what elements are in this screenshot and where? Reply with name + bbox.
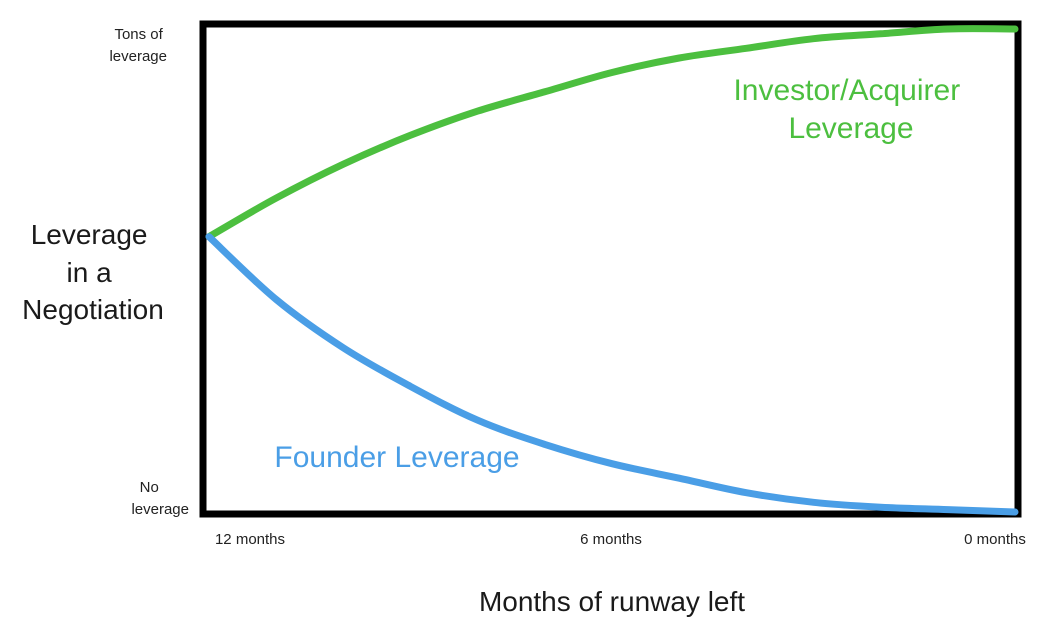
y-axis-label-line3: Negotiation <box>22 294 164 325</box>
series-1-point-10 <box>879 505 883 509</box>
series-0-point-5 <box>543 90 547 94</box>
series-1-point-4 <box>476 418 480 422</box>
series-1-point-2 <box>341 346 345 350</box>
series-1-point-1 <box>274 298 278 301</box>
series-0-point-3 <box>409 133 412 137</box>
x-tick-12: 12 months <box>215 531 285 548</box>
series-layer <box>205 25 1019 516</box>
x-axis-label: Months of runway left <box>479 586 745 617</box>
series-0-point-6 <box>610 71 614 74</box>
y-axis-label-line1: Leverage <box>31 219 148 250</box>
y-tick-top: Tons of leverage <box>109 26 167 65</box>
series-1-point-6 <box>610 462 614 466</box>
investor-leverage-label: Investor/Acquirer Leverage <box>733 74 968 145</box>
series-1-point-12 <box>1013 510 1017 514</box>
y-tick-bottom-line1: No <box>140 479 159 496</box>
y-tick-bottom: No leverage <box>131 479 189 518</box>
series-0-point-2 <box>341 162 345 166</box>
x-tick-6: 6 months <box>580 531 642 548</box>
investor-leverage-label-line1: Investor/Acquirer <box>733 74 960 107</box>
series-0-point-8 <box>744 46 748 50</box>
founder-leverage-label: Founder Leverage <box>274 441 519 474</box>
series-0-point-10 <box>879 32 883 36</box>
series-0-point-9 <box>812 37 815 41</box>
series-1-point-9 <box>812 500 815 504</box>
y-tick-bottom-line2: leverage <box>131 501 189 518</box>
y-tick-top-line2: leverage <box>109 48 167 65</box>
x-tick-0: 0 months <box>964 531 1026 548</box>
series-1-point-11 <box>946 508 950 512</box>
series-1-point-0 <box>207 235 211 239</box>
series-0-point-4 <box>476 109 480 113</box>
y-tick-top-line1: Tons of <box>114 26 163 43</box>
series-0-point-11 <box>946 27 950 31</box>
series-1-point-5 <box>543 442 547 446</box>
series-0-point-7 <box>677 56 681 60</box>
series-1-point-7 <box>677 476 681 480</box>
y-axis-label: Leverage in a Negotiation <box>22 219 164 325</box>
series-1-point-8 <box>744 491 748 495</box>
series-0-point-12 <box>1013 27 1017 31</box>
plot-frame <box>199 20 1022 518</box>
investor-leverage-label-line2: Leverage <box>788 112 913 145</box>
y-axis-label-line2: in a <box>67 257 113 288</box>
series-0-point-1 <box>274 196 278 200</box>
series-1-point-3 <box>409 384 412 388</box>
